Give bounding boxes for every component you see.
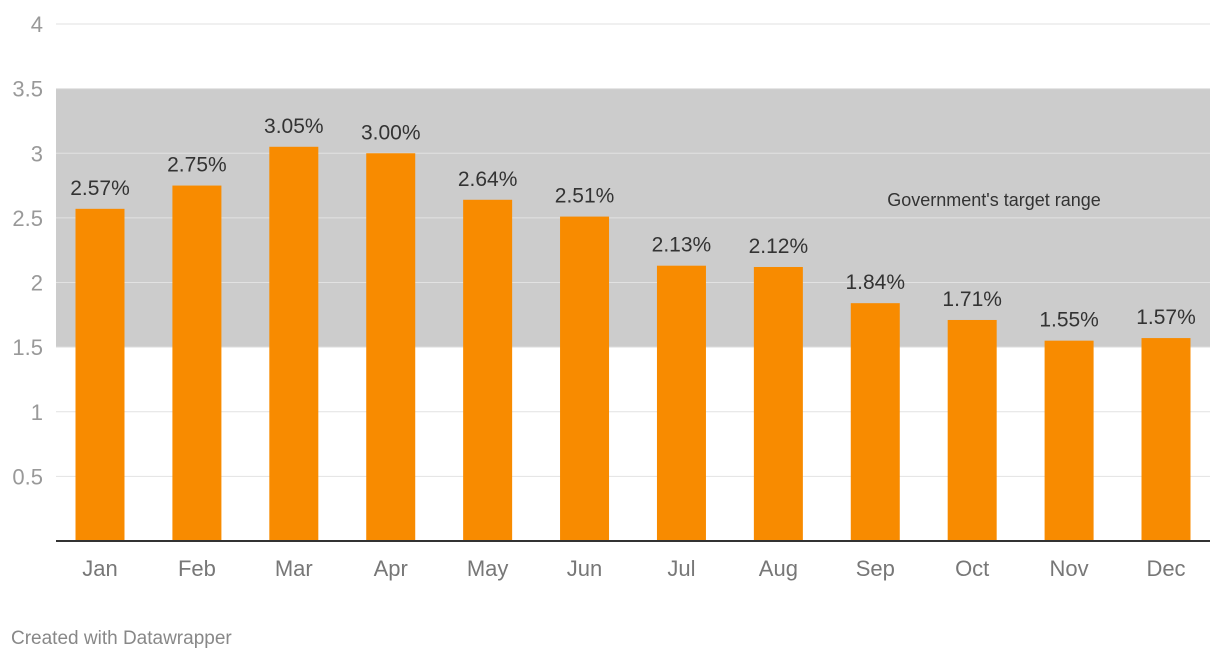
bar-jun — [560, 216, 610, 541]
y-tick-label: 2 — [31, 271, 43, 296]
y-tick-label: 0.5 — [12, 464, 43, 489]
bar-nov — [1044, 340, 1094, 541]
bar-aug — [753, 266, 803, 541]
value-label: 2.12% — [749, 235, 809, 258]
gridlines — [56, 23, 1210, 477]
value-label: 3.00% — [361, 121, 421, 144]
value-label: 2.64% — [458, 168, 518, 191]
value-label: 2.13% — [652, 234, 712, 257]
y-tick-label: 1 — [31, 400, 43, 425]
credit-text: Created with Datawrapper — [11, 628, 232, 649]
bar-feb — [172, 185, 222, 541]
x-tick-label: Aug — [759, 556, 798, 581]
x-tick-label: Jul — [667, 556, 695, 581]
x-axis-ticks: Jan Feb Mar Apr May Jun Jul Aug Sep Oct Nov Dec — [82, 556, 1185, 581]
value-label: 2.51% — [555, 185, 615, 208]
y-tick-label: 2.5 — [12, 206, 43, 231]
x-tick-label: Apr — [374, 556, 408, 581]
bar-oct — [947, 319, 997, 541]
bar-jan — [75, 208, 125, 541]
bar-dec — [1141, 338, 1191, 541]
x-tick-label: Dec — [1146, 556, 1185, 581]
value-label: 2.75% — [167, 154, 227, 177]
y-axis-ticks: 0.5 1 1.5 2 2.5 3 3.5 4 — [12, 12, 43, 489]
bar-mar — [269, 146, 319, 541]
bar-jul — [656, 265, 706, 541]
x-tick-label: Mar — [275, 556, 313, 581]
x-tick-label: Feb — [178, 556, 216, 581]
value-label: 3.05% — [264, 115, 324, 138]
y-tick-label: 4 — [31, 12, 43, 37]
x-tick-label: May — [467, 556, 509, 581]
bar-may — [463, 199, 513, 541]
value-labels: 2.57% 2.75% 3.05% 3.00% 2.64% 2.51% 2.13% 2.12%… — [70, 115, 1196, 332]
x-tick-label: Jun — [567, 556, 602, 581]
value-label: 1.57% — [1136, 306, 1196, 329]
bars — [75, 146, 1191, 541]
bar-sep — [850, 303, 900, 541]
value-label: 1.55% — [1039, 309, 1099, 332]
x-tick-label: Nov — [1050, 556, 1089, 581]
value-label: 1.71% — [942, 288, 1002, 311]
y-tick-label: 1.5 — [12, 335, 43, 360]
y-tick-label: 3.5 — [12, 77, 43, 102]
x-tick-label: Oct — [955, 556, 989, 581]
x-tick-label: Jan — [82, 556, 117, 581]
value-label: 2.57% — [70, 177, 130, 200]
x-tick-label: Sep — [856, 556, 895, 581]
value-label: 1.84% — [845, 271, 905, 294]
y-tick-label: 3 — [31, 141, 43, 166]
target-range-label: Government's target range — [887, 190, 1101, 210]
bar-apr — [366, 153, 416, 541]
